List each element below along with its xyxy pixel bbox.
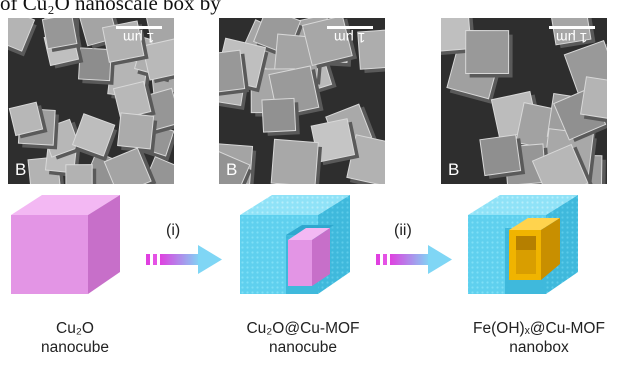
sem-particle-face [8,101,44,137]
sem-particle [270,138,322,184]
sem-cubes [8,18,174,184]
scale-bar-line [327,26,373,29]
sem-particle [8,101,48,139]
sem-particle [141,37,174,84]
sem-particle-face [270,138,319,184]
scale-bar: 1 μm [114,26,164,48]
scale-bar-line [116,26,162,29]
sem-particle-face [479,134,522,177]
nanobox-cube [468,195,578,294]
sem-image-nanobox: 1 μm B [441,18,607,184]
sem-particle [78,47,116,85]
sem-particle-face [8,18,36,52]
panel-letter: B [15,160,27,179]
cu2o-cube [11,195,120,294]
sem-particle [41,18,82,53]
sem-particle-face [71,113,116,157]
stage-label-cu2o-mof: Cu₂O@Cu-MOF nanocube [228,319,378,357]
scale-label: 1 μm [334,30,366,46]
sem-particle-face [219,49,246,94]
arrow-step-ii [376,245,452,274]
scale-label: 1 μm [556,30,588,46]
sem-particle [357,28,385,73]
sem-cubes [219,18,385,184]
sem-particle-face [103,147,152,184]
sem-particle-face [78,47,112,82]
sem-particle-face [357,28,385,70]
scale-bar: 1 μm [325,26,375,48]
arrow-step-i [146,245,222,274]
sem-particle [112,80,156,122]
scale-bar-line [549,26,595,29]
sem-particle [71,113,118,162]
stage-label-cu2o: Cu₂O nanocube [20,319,130,357]
schematic [11,195,578,294]
sem-particle [580,76,607,125]
sem-particle [479,134,526,179]
panel-letter: B [448,160,460,179]
sem-particle-face [465,30,510,75]
stage-name: Cu₂O@Cu-MOF [246,320,360,337]
sem-image-cu2o: 1 μm B [8,18,174,184]
sem-particle-face [531,143,589,184]
sem-particle [117,112,158,154]
sem-particle-face [261,97,297,133]
sem-particle [103,147,157,184]
sem-particle-face [580,76,607,121]
caption-fragment: of Cu₂O nanoscale box by [0,0,221,15]
sem-particle [465,30,513,78]
sem-particle [8,18,37,57]
sem-cubes [441,18,607,184]
step-label-ii: (ii) [394,222,412,239]
stage-sub: nanocube [40,339,110,356]
stage-name: Fe(OH)ₓ@Cu-MOF [473,320,605,337]
sem-particle [65,164,97,184]
scale-bar: 1 μm [547,26,597,48]
stage-name: Cu₂O [56,320,94,337]
sem-particle [531,143,594,184]
stage-label-nanobox: Fe(OH)ₓ@Cu-MOF nanobox [455,319,623,357]
sem-image-cu2o-mof: 1 μm B [219,18,385,184]
panel-letter: B [226,160,238,179]
sem-particle [219,49,250,97]
sem-particle-face [41,18,78,50]
sem-particle [441,18,476,56]
cu2o-mof-cube [240,195,350,294]
scale-label: 1 μm [123,30,155,46]
stage-sub: nanocube [268,339,338,356]
sem-particle-face [101,20,145,63]
sem-particle-face [219,150,251,184]
sem-particle [101,20,149,66]
sem-particle-face [112,80,152,120]
step-label-i: (i) [166,222,181,239]
sem-particle-face [441,18,472,53]
sem-particle-face [117,112,155,150]
sem-particle [261,97,300,136]
sem-particle-face [141,37,174,81]
sem-particle [219,150,252,184]
stage-sub: nanobox [509,339,569,356]
sem-particle-face [65,164,93,184]
